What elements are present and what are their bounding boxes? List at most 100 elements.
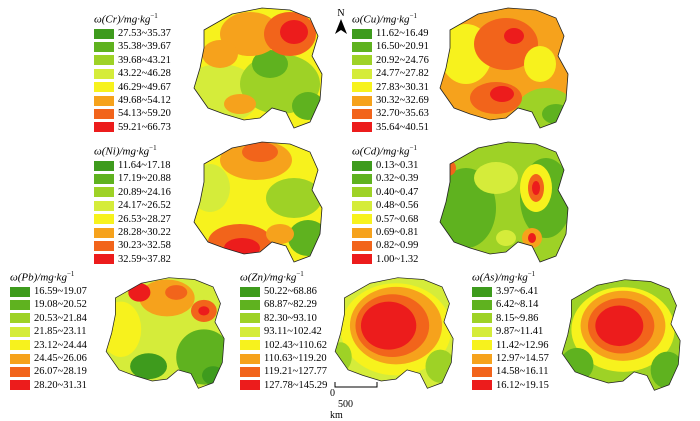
legend-item: 19.08~20.52 <box>10 299 87 310</box>
legend-item: 17.19~20.88 <box>94 173 171 184</box>
legend-item: 20.53~21.84 <box>10 313 87 324</box>
legend-item: 24.17~26.52 <box>94 200 171 211</box>
legend-item: 24.45~26.06 <box>10 353 87 364</box>
legend-item: 127.78~145.29 <box>240 380 327 391</box>
legend-swatch <box>352 173 372 184</box>
legend-range: 35.64~40.51 <box>376 121 429 133</box>
legend-swatch <box>240 366 260 377</box>
legend-item: 0.48~0.56 <box>352 200 418 211</box>
legend-title-cd: ω(Cd)/mg·kg−1 <box>352 144 418 158</box>
legend-range: 6.42~8.14 <box>496 299 539 311</box>
legend-item: 43.22~46.28 <box>94 68 171 79</box>
north-label: N <box>337 8 345 19</box>
legend-item: 21.85~23.11 <box>10 326 87 337</box>
legend-item: 102.43~110.62 <box>240 340 327 351</box>
legend-swatch <box>352 227 372 238</box>
legend-item: 28.28~30.22 <box>94 227 171 238</box>
legend-swatch <box>352 108 372 119</box>
legend-item: 3.97~6.41 <box>472 286 538 297</box>
legend-range: 24.45~26.06 <box>34 353 87 364</box>
legend-item: 46.29~49.67 <box>94 82 171 93</box>
legend-item: 32.70~35.63 <box>352 108 429 119</box>
legend-swatch <box>472 299 492 310</box>
legend-item: 0.13~0.31 <box>352 160 418 171</box>
legend-item: 54.13~59.20 <box>94 108 171 119</box>
legend-range: 17.19~20.88 <box>118 173 171 185</box>
legend-range: 0.69~0.81 <box>376 227 419 238</box>
legend-range: 110.63~119.20 <box>264 353 327 364</box>
legend-range: 23.12~24.44 <box>34 339 87 351</box>
legend-swatch <box>240 299 260 310</box>
legend-range: 12.97~14.57 <box>496 353 549 364</box>
legend-swatch <box>94 41 114 52</box>
legend-swatch <box>472 380 492 391</box>
legend-item: 9.87~11.41 <box>472 326 543 337</box>
legend-range: 49.68~54.12 <box>118 95 171 106</box>
legend-range: 16.59~19.07 <box>34 286 87 297</box>
legend-swatch <box>352 240 372 251</box>
legend-range: 82.30~93.10 <box>264 312 317 324</box>
legend-item: 11.42~12.96 <box>472 340 549 351</box>
legend-swatch <box>240 313 260 324</box>
legend-range: 0.57~0.68 <box>376 213 419 225</box>
legend-range: 21.85~23.11 <box>34 326 87 338</box>
legend-range: 11.62~16.49 <box>376 28 429 39</box>
legend-range: 9.87~11.41 <box>496 326 544 338</box>
legend-range: 0.32~0.39 <box>376 173 419 185</box>
legend-swatch <box>352 95 372 106</box>
legend-item: 24.77~27.82 <box>352 68 429 79</box>
legend-range: 1.00~1.32 <box>376 253 419 265</box>
legend-item: 0.57~0.68 <box>352 214 418 225</box>
legend-item: 14.58~16.11 <box>472 366 549 377</box>
north-arrow: N <box>334 8 348 40</box>
legend-item: 23.12~24.44 <box>10 340 87 351</box>
legend-range: 26.53~28.27 <box>118 213 171 225</box>
legend-swatch <box>10 299 30 310</box>
legend-range: 8.15~9.86 <box>496 312 539 324</box>
scale-bar-line <box>334 382 378 388</box>
legend-range: 20.53~21.84 <box>34 312 87 324</box>
legend-item: 20.89~24.16 <box>94 187 171 198</box>
legend-swatch <box>352 82 372 93</box>
legend-range: 27.83~30.31 <box>376 81 429 93</box>
legend-item: 0.82~0.99 <box>352 240 418 251</box>
legend-swatch <box>352 160 372 171</box>
legend-swatch <box>10 326 30 337</box>
legend-swatch <box>94 187 114 198</box>
legend-range: 19.08~20.52 <box>34 299 87 311</box>
legend-range: 11.64~17.18 <box>118 160 171 171</box>
legend-item: 59.21~66.73 <box>94 122 171 133</box>
legend-item: 20.92~24.76 <box>352 55 429 66</box>
legend-item: 11.64~17.18 <box>94 160 171 171</box>
legend-swatch <box>10 366 30 377</box>
legend-swatch <box>472 340 492 351</box>
legend-swatch <box>10 353 30 364</box>
legend-item: 28.20~31.31 <box>10 380 87 391</box>
legend-range: 127.78~145.29 <box>264 379 328 391</box>
map-as <box>561 279 681 391</box>
map-cr <box>193 7 323 129</box>
legend-range: 0.48~0.56 <box>376 200 419 212</box>
legend-swatch <box>240 326 260 337</box>
map-zn <box>334 277 454 389</box>
legend-swatch <box>472 313 492 324</box>
legend-swatch <box>352 187 372 198</box>
legend-range: 0.40~0.47 <box>376 186 419 198</box>
legend-swatch <box>240 340 260 351</box>
legend-swatch <box>472 286 492 297</box>
legend-swatch <box>352 28 372 39</box>
legend-item: 27.53~35.37 <box>94 28 171 39</box>
map-cd <box>439 141 569 263</box>
legend-swatch <box>94 173 114 184</box>
legend-swatch <box>472 353 492 364</box>
legend-swatch <box>240 353 260 364</box>
legend-title-cu: ω(Cu)/mg·kg−1 <box>352 12 418 26</box>
legend-swatch <box>10 380 30 391</box>
legend-item: 11.62~16.49 <box>352 28 429 39</box>
legend-swatch <box>472 366 492 377</box>
legend-swatch <box>240 286 260 297</box>
legend-swatch <box>352 55 372 66</box>
legend-swatch <box>472 326 492 337</box>
legend-title-cr: ω(Cr)/mg·kg−1 <box>94 12 158 26</box>
legend-range: 32.70~35.63 <box>376 108 429 120</box>
